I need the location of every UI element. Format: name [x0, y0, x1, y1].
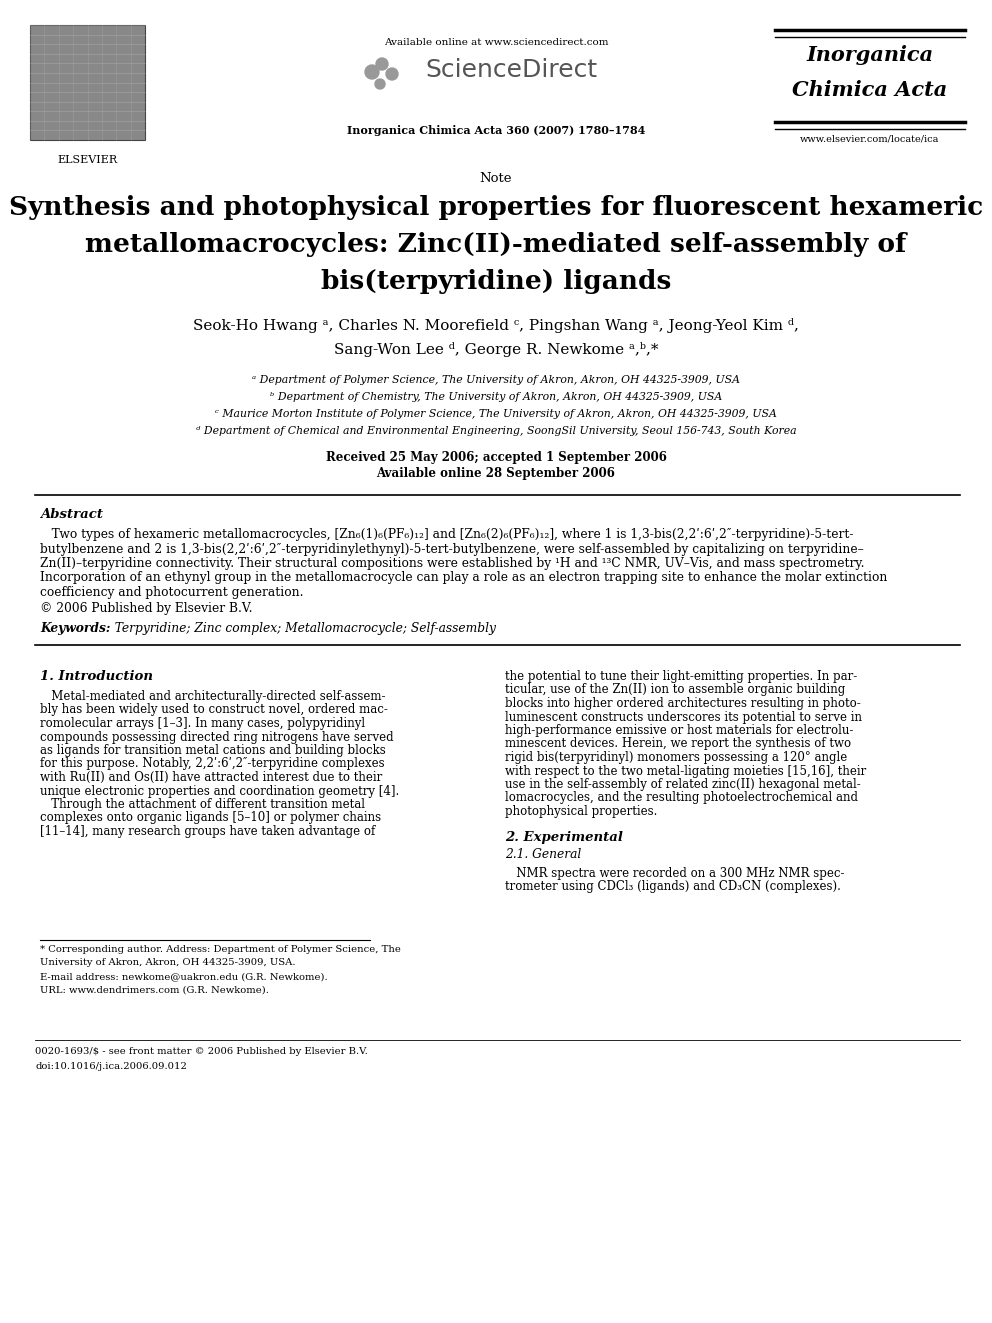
Bar — [30, 25, 145, 140]
Text: bly has been widely used to construct novel, ordered mac-: bly has been widely used to construct no… — [40, 704, 388, 717]
Text: ScienceDirect: ScienceDirect — [425, 58, 597, 82]
Text: blocks into higher ordered architectures resulting in photo-: blocks into higher ordered architectures… — [505, 697, 861, 710]
Text: University of Akron, Akron, OH 44325-3909, USA.: University of Akron, Akron, OH 44325-390… — [40, 958, 296, 967]
Text: romolecular arrays [1–3]. In many cases, polypyridinyl: romolecular arrays [1–3]. In many cases,… — [40, 717, 365, 730]
Text: Keywords:: Keywords: — [40, 622, 110, 635]
Text: photophysical properties.: photophysical properties. — [505, 804, 658, 818]
Text: bis(terpyridine) ligands: bis(terpyridine) ligands — [320, 269, 672, 294]
Text: compounds possessing directed ring nitrogens have served: compounds possessing directed ring nitro… — [40, 730, 394, 744]
Text: 1. Introduction: 1. Introduction — [40, 669, 153, 683]
Text: Zn(II)–terpyridine connectivity. Their structural compositions were established : Zn(II)–terpyridine connectivity. Their s… — [40, 557, 864, 570]
Text: ᵇ Department of Chemistry, The University of Akron, Akron, OH 44325-3909, USA: ᵇ Department of Chemistry, The Universit… — [270, 392, 722, 402]
Text: Note: Note — [480, 172, 512, 185]
Text: © 2006 Published by Elsevier B.V.: © 2006 Published by Elsevier B.V. — [40, 602, 253, 615]
Text: ticular, use of the Zn(II) ion to assemble organic building: ticular, use of the Zn(II) ion to assemb… — [505, 684, 845, 696]
Circle shape — [376, 58, 388, 70]
Text: the potential to tune their light-emitting properties. In par-: the potential to tune their light-emitti… — [505, 669, 857, 683]
Text: ᵈ Department of Chemical and Environmental Engineering, SoongSil University, Seo: ᵈ Department of Chemical and Environment… — [195, 426, 797, 437]
Text: doi:10.1016/j.ica.2006.09.012: doi:10.1016/j.ica.2006.09.012 — [35, 1062, 186, 1072]
Text: trometer using CDCl₃ (ligands) and CD₃CN (complexes).: trometer using CDCl₃ (ligands) and CD₃CN… — [505, 880, 841, 893]
Text: Chimica Acta: Chimica Acta — [793, 79, 947, 101]
Text: Synthesis and photophysical properties for fluorescent hexameric: Synthesis and photophysical properties f… — [9, 194, 983, 220]
Text: NMR spectra were recorded on a 300 MHz NMR spec-: NMR spectra were recorded on a 300 MHz N… — [505, 867, 844, 880]
Text: Two types of hexameric metallomacrocycles, [Zn₆(1)₆(PF₆)₁₂] and [Zn₆(2)₆(PF₆)₁₂]: Two types of hexameric metallomacrocycle… — [40, 528, 853, 541]
Circle shape — [365, 65, 379, 79]
Text: www.elsevier.com/locate/ica: www.elsevier.com/locate/ica — [801, 135, 939, 144]
Text: high-performance emissive or host materials for electrolu-: high-performance emissive or host materi… — [505, 724, 853, 737]
Text: [11–14], many research groups have taken advantage of: [11–14], many research groups have taken… — [40, 826, 375, 837]
Text: for this purpose. Notably, 2,2ʹ:6ʹ,2″-terpyridine complexes: for this purpose. Notably, 2,2ʹ:6ʹ,2″-te… — [40, 758, 385, 770]
Circle shape — [375, 79, 385, 89]
Text: 2.1. General: 2.1. General — [505, 848, 581, 861]
Text: 0020-1693/$ - see front matter © 2006 Published by Elsevier B.V.: 0020-1693/$ - see front matter © 2006 Pu… — [35, 1046, 368, 1056]
Text: Incorporation of an ethynyl group in the metallomacrocycle can play a role as an: Incorporation of an ethynyl group in the… — [40, 572, 888, 585]
Text: Through the attachment of different transition metal: Through the attachment of different tran… — [40, 798, 365, 811]
Text: URL: www.dendrimers.com (G.R. Newkome).: URL: www.dendrimers.com (G.R. Newkome). — [40, 986, 269, 995]
Text: Abstract: Abstract — [40, 508, 103, 521]
Text: Seok-Ho Hwang ᵃ, Charles N. Moorefield ᶜ, Pingshan Wang ᵃ, Jeong-Yeol Kim ᵈ,: Seok-Ho Hwang ᵃ, Charles N. Moorefield ᶜ… — [193, 318, 799, 333]
Text: E-mail address: newkome@uakron.edu (G.R. Newkome).: E-mail address: newkome@uakron.edu (G.R.… — [40, 972, 327, 980]
Text: 2. Experimental: 2. Experimental — [505, 831, 623, 844]
Text: Sang-Won Lee ᵈ, George R. Newkome ᵃ,ᵇ,*: Sang-Won Lee ᵈ, George R. Newkome ᵃ,ᵇ,* — [333, 343, 659, 357]
Text: with Ru(II) and Os(II) have attracted interest due to their: with Ru(II) and Os(II) have attracted in… — [40, 771, 382, 785]
Text: Metal-mediated and architecturally-directed self-assem-: Metal-mediated and architecturally-direc… — [40, 691, 386, 703]
Text: with respect to the two metal-ligating moieties [15,16], their: with respect to the two metal-ligating m… — [505, 765, 866, 778]
Text: minescent devices. Herein, we report the synthesis of two: minescent devices. Herein, we report the… — [505, 737, 851, 750]
Text: rigid bis(terpyridinyl) monomers possessing a 120° angle: rigid bis(terpyridinyl) monomers possess… — [505, 751, 847, 763]
Text: Available online 28 September 2006: Available online 28 September 2006 — [377, 467, 615, 480]
Text: lomacrocycles, and the resulting photoelectrochemical and: lomacrocycles, and the resulting photoel… — [505, 791, 858, 804]
Text: unique electronic properties and coordination geometry [4].: unique electronic properties and coordin… — [40, 785, 399, 798]
Text: Available online at www.sciencedirect.com: Available online at www.sciencedirect.co… — [384, 38, 608, 48]
Text: Inorganica Chimica Acta 360 (2007) 1780–1784: Inorganica Chimica Acta 360 (2007) 1780–… — [347, 124, 645, 136]
Text: complexes onto organic ligands [5–10] or polymer chains: complexes onto organic ligands [5–10] or… — [40, 811, 381, 824]
Text: * Corresponding author. Address: Department of Polymer Science, The: * Corresponding author. Address: Departm… — [40, 945, 401, 954]
Text: butylbenzene and 2 is 1,3-bis(2,2ʹ:6ʹ,2″-terpyridinylethynyl)-5-tert-butylbenzen: butylbenzene and 2 is 1,3-bis(2,2ʹ:6ʹ,2″… — [40, 542, 864, 556]
Text: coefficiency and photocurrent generation.: coefficiency and photocurrent generation… — [40, 586, 304, 599]
Text: use in the self-assembly of related zinc(II) hexagonal metal-: use in the self-assembly of related zinc… — [505, 778, 861, 791]
Text: luminescent constructs underscores its potential to serve in: luminescent constructs underscores its p… — [505, 710, 862, 724]
Text: ELSEVIER: ELSEVIER — [57, 155, 117, 165]
Text: as ligands for transition metal cations and building blocks: as ligands for transition metal cations … — [40, 744, 386, 757]
Text: ᶜ Maurice Morton Institute of Polymer Science, The University of Akron, Akron, O: ᶜ Maurice Morton Institute of Polymer Sc… — [215, 409, 777, 419]
Text: metallomacrocycles: Zinc(II)-mediated self-assembly of: metallomacrocycles: Zinc(II)-mediated se… — [85, 232, 907, 257]
Text: ᵃ Department of Polymer Science, The University of Akron, Akron, OH 44325-3909, : ᵃ Department of Polymer Science, The Uni… — [252, 374, 740, 385]
Text: Received 25 May 2006; accepted 1 September 2006: Received 25 May 2006; accepted 1 Septemb… — [325, 451, 667, 464]
Text: Terpyridine; Zinc complex; Metallomacrocycle; Self-assembly: Terpyridine; Zinc complex; Metallomacroc… — [107, 622, 496, 635]
Circle shape — [386, 67, 398, 79]
Text: Inorganica: Inorganica — [806, 45, 933, 65]
